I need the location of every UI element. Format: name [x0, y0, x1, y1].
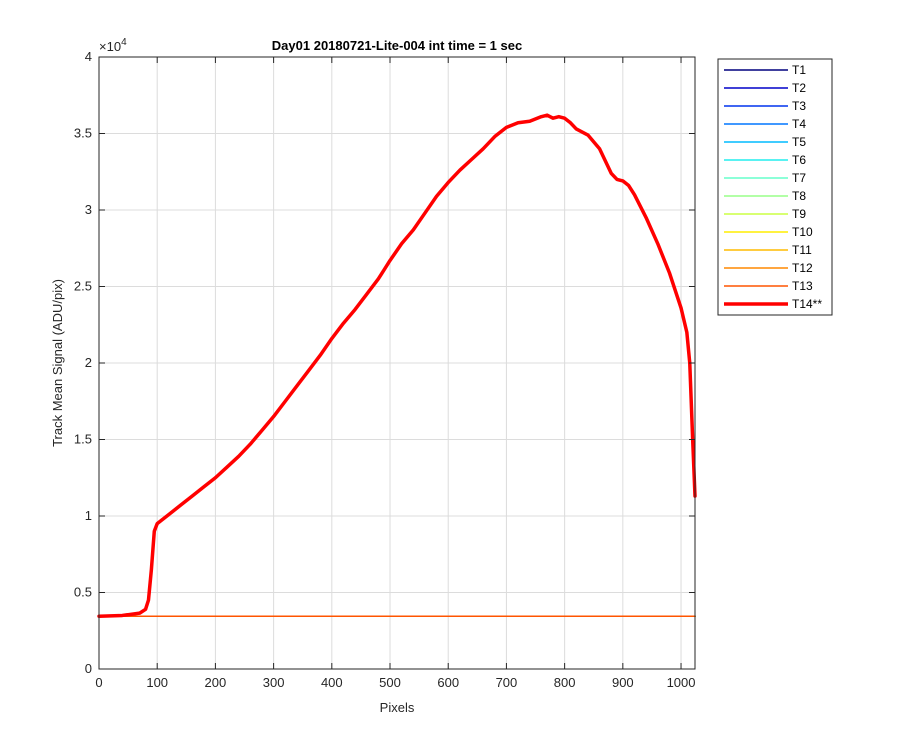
- legend-label: T12: [792, 261, 813, 275]
- x-tick-label: 500: [379, 675, 401, 690]
- y-tick-label: 2.5: [74, 279, 92, 294]
- legend-label: T2: [792, 81, 806, 95]
- y-exponent-base: ×10: [99, 39, 121, 54]
- y-tick-label: 0: [85, 661, 92, 676]
- series-layer: [97, 113, 697, 618]
- y-exponent-power: 4: [121, 37, 127, 48]
- legend-label: T5: [792, 135, 806, 149]
- legend-label: T6: [792, 153, 806, 167]
- legend-box: [717, 58, 833, 316]
- tick-layer: 0 100 200 300 400 500 600 700 800 900 1000 0 0.5 1 1.5…: [74, 49, 696, 690]
- y-axis-exponent: ×104: [99, 37, 127, 54]
- y-tick-label: 0.5: [74, 585, 92, 600]
- legend-label: T13: [792, 279, 813, 293]
- x-axis-label: Pixels: [380, 700, 415, 715]
- y-tick-label: 1.5: [74, 432, 92, 447]
- x-tick-label: 300: [263, 675, 285, 690]
- y-tick-label: 2: [85, 355, 92, 370]
- y-tick-label: 1: [85, 508, 92, 523]
- legend-label: T11: [792, 243, 812, 257]
- legend-label: T9: [792, 207, 806, 221]
- legend-label: T8: [792, 189, 806, 203]
- y-tick-label: 3: [85, 202, 92, 217]
- x-tick-label: 700: [496, 675, 518, 690]
- x-tick-label: 200: [205, 675, 227, 690]
- series-line-t14: [97, 113, 697, 618]
- x-tick-label: 0: [95, 675, 102, 690]
- legend-label: T4: [792, 117, 806, 131]
- x-tick-label: 900: [612, 675, 634, 690]
- legend-label: T3: [792, 99, 806, 113]
- y-tick-label: 3.5: [74, 126, 92, 141]
- x-tick-label: 1000: [667, 675, 696, 690]
- legend-label: T1: [792, 63, 806, 77]
- grid-layer: [99, 57, 695, 669]
- y-tick-label: 4: [85, 49, 92, 64]
- x-tick-label: 100: [146, 675, 168, 690]
- legend-label: T14**: [792, 297, 822, 311]
- legend-label: T7: [792, 171, 806, 185]
- chart-title: Day01 20180721-Lite-004 int time = 1 sec: [272, 38, 522, 53]
- legend-label: T10: [792, 225, 813, 239]
- legend: T1 T2 T3 T4 T5 T6 T7 T8 T9 T10 T11 T12 T13 T14**: [717, 58, 833, 316]
- y-axis-label: Track Mean Signal (ADU/pix): [50, 279, 65, 447]
- x-tick-label: 400: [321, 675, 343, 690]
- x-tick-label: 600: [437, 675, 459, 690]
- x-tick-label: 800: [554, 675, 576, 690]
